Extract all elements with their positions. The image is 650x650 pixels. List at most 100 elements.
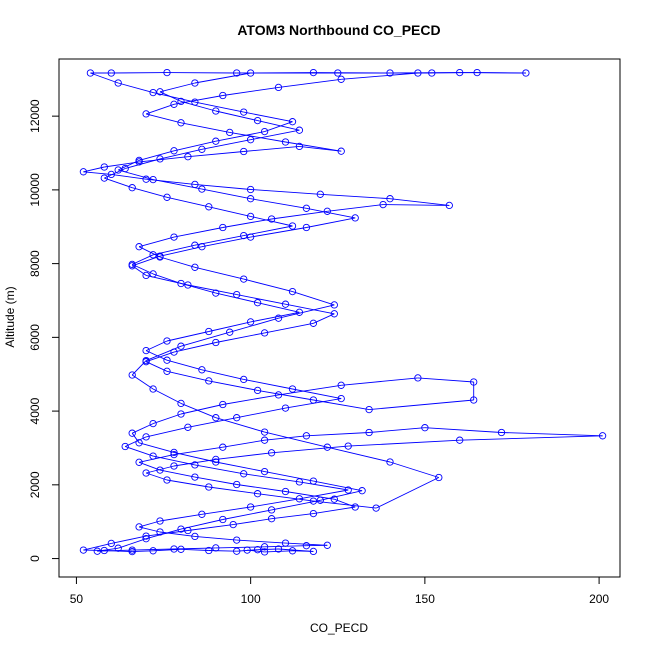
data-point xyxy=(135,156,143,165)
data-point xyxy=(219,223,227,232)
series-segment xyxy=(180,548,209,551)
data-point xyxy=(302,432,311,440)
data-point xyxy=(323,207,331,215)
series-segment xyxy=(285,542,328,546)
series-segment xyxy=(194,266,244,280)
series-segment xyxy=(152,413,182,425)
series-segment xyxy=(320,193,391,200)
data-point xyxy=(142,535,150,543)
data-point xyxy=(288,547,297,555)
series-segment xyxy=(243,111,293,123)
series-segment xyxy=(194,535,237,541)
series-segment xyxy=(243,145,300,152)
series-segment xyxy=(159,148,203,160)
data-point xyxy=(344,486,352,494)
series-segment xyxy=(369,399,474,411)
series-segment xyxy=(313,480,363,492)
series-segment xyxy=(97,549,133,552)
data-point xyxy=(330,310,338,318)
data-point xyxy=(316,496,324,504)
series-segment xyxy=(180,331,230,347)
data-point xyxy=(246,318,255,326)
series-segment xyxy=(145,340,168,352)
series-segment xyxy=(257,493,314,502)
data-point xyxy=(163,193,171,201)
series-segment xyxy=(208,321,251,332)
data-point xyxy=(240,147,248,156)
data-point xyxy=(135,523,143,531)
series-segment xyxy=(138,461,161,471)
data-point xyxy=(170,147,178,155)
series-segment xyxy=(264,121,293,133)
data-point xyxy=(142,433,150,441)
x-tick-label: 200 xyxy=(589,592,609,606)
data-point xyxy=(240,275,248,283)
series-segment xyxy=(180,283,216,294)
series-segment xyxy=(236,484,286,492)
data-point xyxy=(274,83,283,92)
series-segment xyxy=(320,490,363,501)
data-point xyxy=(233,547,241,555)
data-point xyxy=(170,450,178,459)
series-segment xyxy=(327,204,384,212)
data-point xyxy=(246,136,255,144)
data-point xyxy=(414,374,422,382)
data-point xyxy=(135,439,143,447)
series-segment xyxy=(424,427,502,433)
series-segment xyxy=(111,535,147,544)
series-segment xyxy=(131,265,147,276)
data-point xyxy=(163,337,171,345)
series-segment xyxy=(166,196,209,208)
data-point xyxy=(473,68,481,77)
series-segment xyxy=(222,439,265,448)
series-segment xyxy=(145,103,175,115)
series-segment xyxy=(501,432,603,437)
data-point xyxy=(309,319,318,327)
series-segment xyxy=(194,464,244,475)
data-point xyxy=(330,495,338,503)
data-point xyxy=(344,442,352,450)
series-segment xyxy=(138,442,175,453)
series-segment xyxy=(250,227,307,238)
series-segment xyxy=(166,370,209,382)
data-point xyxy=(309,68,318,77)
series-segment xyxy=(132,187,168,198)
data-point xyxy=(100,163,108,171)
data-point xyxy=(128,184,136,192)
series-segment xyxy=(375,477,439,509)
data-point xyxy=(170,100,178,108)
series-segment xyxy=(236,294,286,305)
data-point xyxy=(163,356,171,364)
data-point xyxy=(260,467,269,476)
data-point xyxy=(456,436,464,444)
data-point xyxy=(260,428,269,436)
data-point xyxy=(253,490,262,498)
data-point xyxy=(428,69,436,77)
data-point xyxy=(135,243,143,251)
data-point xyxy=(267,506,276,514)
series-segment xyxy=(159,513,202,522)
series-segment xyxy=(208,486,258,495)
y-tick-label: 12000 xyxy=(28,99,42,133)
series-segment xyxy=(138,236,175,248)
data-point xyxy=(281,138,290,146)
data-point xyxy=(191,98,199,106)
series-segment xyxy=(208,206,251,217)
series-segment xyxy=(229,131,286,143)
data-point xyxy=(177,545,185,553)
series-segment xyxy=(250,498,300,508)
series-segment xyxy=(152,388,182,404)
data-point xyxy=(198,510,206,518)
series-segment xyxy=(389,461,439,478)
data-point xyxy=(191,461,199,469)
data-point xyxy=(177,119,185,127)
series-segment xyxy=(132,548,175,551)
data-point xyxy=(295,478,304,486)
series-segment xyxy=(229,317,279,333)
data-point xyxy=(212,414,220,422)
data-point xyxy=(243,546,251,554)
data-point xyxy=(177,410,185,418)
series-segment xyxy=(264,322,314,334)
series-segment xyxy=(341,72,418,80)
data-point xyxy=(198,243,206,251)
